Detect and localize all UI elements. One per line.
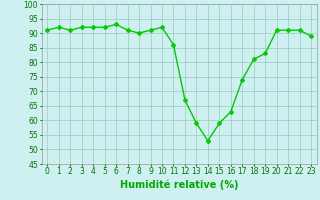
X-axis label: Humidité relative (%): Humidité relative (%) [120,179,238,190]
